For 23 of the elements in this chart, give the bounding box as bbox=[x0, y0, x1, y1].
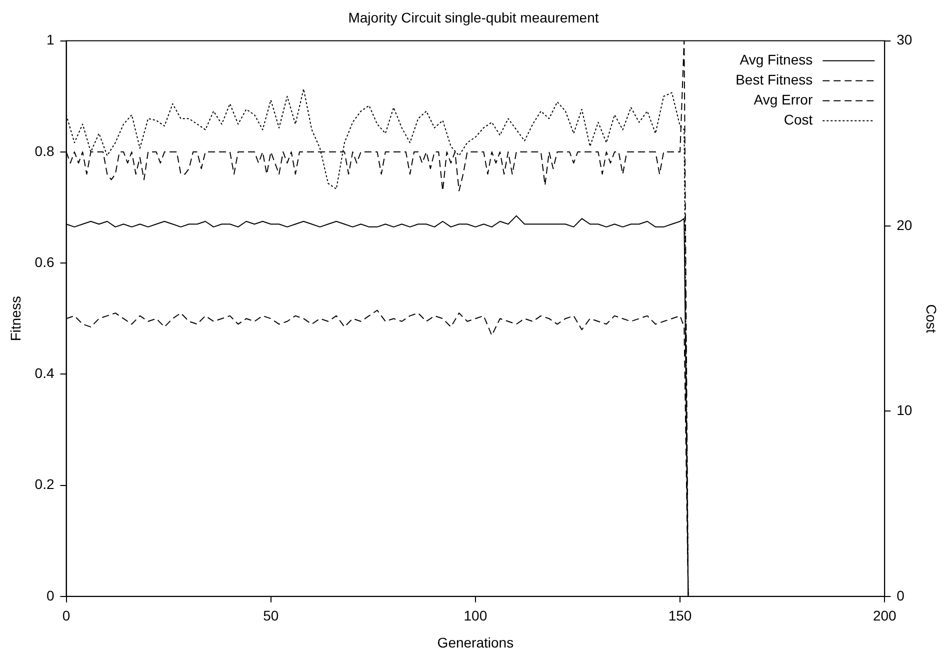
y-axis-title: Fitness bbox=[7, 296, 24, 342]
legend-label: Best Fitness bbox=[736, 72, 813, 88]
legend-label: Avg Error bbox=[754, 92, 813, 108]
y-tick-label: 0.4 bbox=[34, 365, 54, 382]
chart-title: Majority Circuit single-qubit meaurement bbox=[348, 9, 599, 26]
x-axis-title: Generations bbox=[437, 634, 514, 650]
y2-tick-label: 20 bbox=[896, 216, 912, 233]
legend-label: Avg Fitness bbox=[740, 52, 813, 68]
x-tick-label: 150 bbox=[668, 608, 692, 624]
legend-label: Cost bbox=[784, 112, 813, 128]
x-tick-label: 100 bbox=[464, 608, 488, 624]
y-tick-label: 0 bbox=[46, 587, 54, 604]
y2-axis-title: Cost bbox=[924, 304, 940, 334]
y-tick-label: 1 bbox=[46, 32, 54, 48]
y2-tick-label: 10 bbox=[896, 402, 912, 418]
y2-tick-label: 30 bbox=[896, 32, 912, 48]
y-tick-label: 0.6 bbox=[34, 254, 54, 270]
x-tick-label: 0 bbox=[62, 608, 70, 624]
x-tick-label: 50 bbox=[263, 608, 279, 624]
y-tick-label: 0.8 bbox=[34, 142, 54, 159]
y2-tick-label: 0 bbox=[896, 587, 905, 604]
x-tick-label: 200 bbox=[872, 608, 897, 624]
y-tick-label: 0.2 bbox=[34, 476, 54, 492]
